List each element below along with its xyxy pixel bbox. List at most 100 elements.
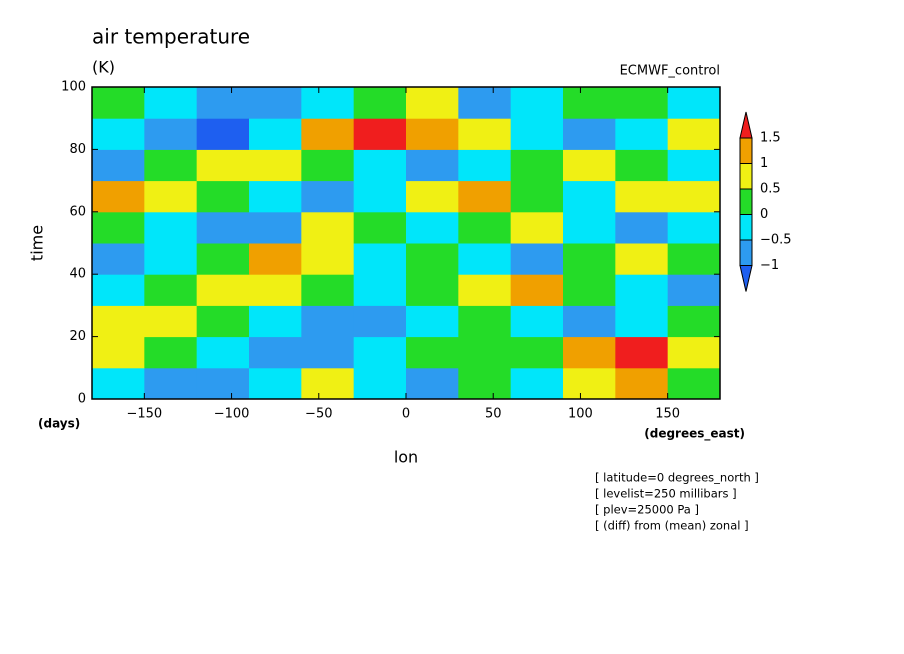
- x-tick-label: 100: [568, 407, 593, 422]
- heat-cell: [615, 336, 669, 369]
- heat-cell: [510, 274, 564, 306]
- x-tick-label: −100: [214, 407, 250, 422]
- heat-cell: [406, 118, 459, 150]
- heat-cell: [196, 149, 250, 182]
- heat-cell: [563, 305, 616, 338]
- heat-cell: [196, 118, 250, 150]
- heat-cell: [92, 211, 145, 244]
- heat-cell: [353, 243, 407, 275]
- heat-cell: [353, 305, 407, 338]
- heat-cell: [92, 243, 145, 275]
- heat-cell: [667, 211, 721, 244]
- heat-cell: [563, 118, 616, 150]
- heat-cell: [458, 367, 512, 400]
- heat-cell: [563, 243, 616, 275]
- colorbar-label: 1: [760, 156, 768, 171]
- heat-cell: [406, 305, 459, 338]
- heat-cell: [510, 149, 564, 182]
- heat-cell: [406, 336, 459, 369]
- heat-cell: [615, 243, 669, 275]
- heat-cell: [615, 87, 669, 119]
- heat-cell: [196, 336, 250, 369]
- heat-cell: [301, 243, 355, 275]
- heat-cell: [196, 305, 250, 338]
- heat-cell: [196, 243, 250, 275]
- heat-cell: [667, 87, 721, 119]
- note: [ latitude=0 degrees_north ]: [595, 471, 759, 485]
- heat-cell: [458, 274, 512, 306]
- heat-cell: [563, 180, 616, 213]
- heat-cell: [301, 367, 355, 400]
- heat-cell: [92, 180, 145, 213]
- heat-cell: [353, 367, 407, 400]
- heat-cell: [144, 87, 198, 119]
- heat-cell: [92, 118, 145, 150]
- heat-cell: [196, 180, 250, 213]
- heat-cell: [406, 274, 459, 306]
- y-tick-label: 100: [61, 80, 86, 95]
- colorbar-swatch: [739, 214, 753, 241]
- heat-cell: [301, 149, 355, 182]
- heat-cell: [667, 243, 721, 275]
- heat-cell: [301, 305, 355, 338]
- heat-cell: [510, 211, 564, 244]
- heat-cell: [406, 149, 459, 182]
- heat-cell: [458, 87, 512, 119]
- heat-cell: [406, 243, 459, 275]
- heat-cell: [353, 180, 407, 213]
- heat-cell: [144, 243, 198, 275]
- heat-cell: [144, 180, 198, 213]
- x-tick-label: 50: [485, 407, 502, 422]
- heat-cell: [406, 367, 459, 400]
- colorbar-cap: [739, 111, 753, 139]
- heat-cell: [667, 118, 721, 150]
- heat-cell: [353, 87, 407, 119]
- source-label: ECMWF_control: [620, 64, 720, 79]
- heat-cell: [249, 211, 302, 244]
- heat-cell: [353, 211, 407, 244]
- heat-cell: [92, 274, 145, 306]
- y-tick-label: 20: [69, 329, 86, 344]
- x-axis-label: lon: [394, 448, 418, 467]
- heat-cell: [144, 336, 198, 369]
- heat-cell: [144, 367, 198, 400]
- colorbar-label: −0.5: [760, 233, 792, 248]
- heat-cell: [196, 211, 250, 244]
- note: [ plev=25000 Pa ]: [595, 503, 699, 517]
- heat-cell: [144, 211, 198, 244]
- heat-cell: [458, 118, 512, 150]
- heat-cell: [615, 118, 669, 150]
- heat-cell: [249, 118, 302, 150]
- heat-cell: [301, 180, 355, 213]
- heat-cell: [458, 211, 512, 244]
- heat-cell: [510, 336, 564, 369]
- heat-cell: [249, 274, 302, 306]
- heat-cell: [615, 305, 669, 338]
- heat-cell: [353, 149, 407, 182]
- heat-cell: [667, 180, 721, 213]
- heat-cell: [615, 149, 669, 182]
- heat-cell: [615, 180, 669, 213]
- colorbar-label: 0: [760, 207, 768, 222]
- heat-cell: [353, 118, 407, 150]
- colorbar-cap: [739, 265, 753, 292]
- colorbar-swatch: [739, 188, 753, 215]
- heat-cell: [353, 336, 407, 369]
- heat-cell: [615, 367, 669, 400]
- heat-cell: [92, 336, 145, 369]
- heat-cell: [667, 274, 721, 306]
- heat-cell: [249, 87, 302, 119]
- heat-cell: [563, 274, 616, 306]
- heat-cell: [353, 274, 407, 306]
- heat-cell: [563, 336, 616, 369]
- heat-cell: [144, 118, 198, 150]
- heat-cell: [458, 149, 512, 182]
- x-unit: (degrees_east): [644, 427, 745, 442]
- heat-cell: [406, 180, 459, 213]
- x-tick-label: −150: [126, 407, 162, 422]
- heat-cell: [563, 149, 616, 182]
- heat-cell: [301, 118, 355, 150]
- heat-cell: [510, 367, 564, 400]
- heat-cell: [92, 149, 145, 182]
